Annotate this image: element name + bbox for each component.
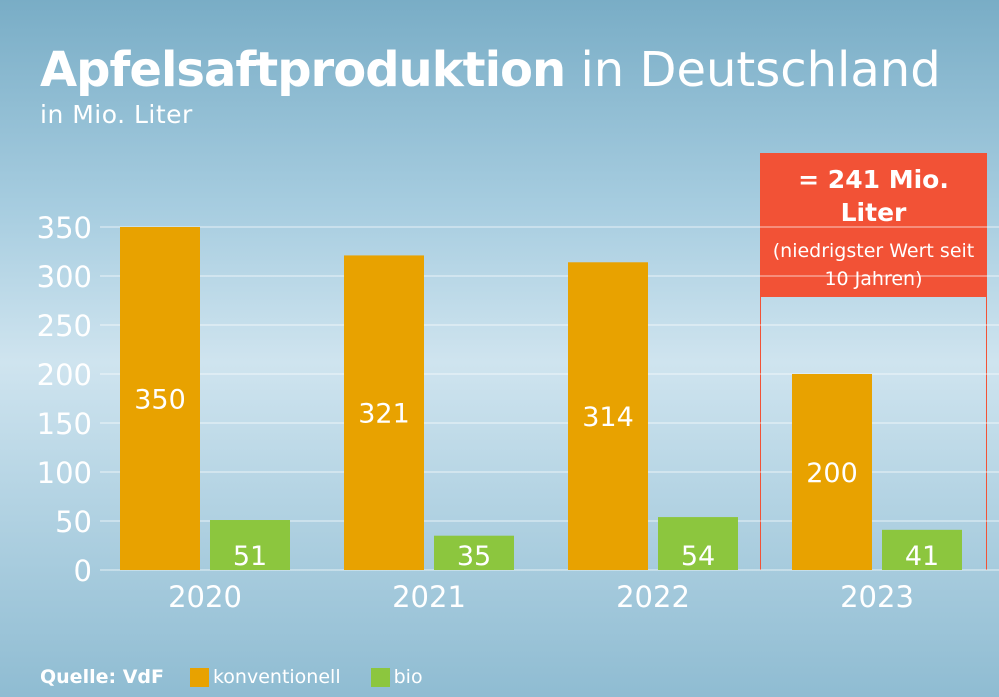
- legend-swatch-konventionell: [189, 667, 209, 687]
- source-label: Quelle: VdF: [40, 666, 164, 688]
- highlight-frame: [760, 297, 987, 570]
- bar-bio-2022: [658, 517, 738, 570]
- y-tick-label-350: 350: [37, 211, 92, 245]
- data-label-konventionell-2023: 200: [806, 458, 858, 489]
- chart-title: Apfelsaftproduktion in Deutschland: [40, 40, 941, 100]
- data-label-bio-2023: 41: [905, 541, 939, 572]
- bar-konventionell-2023: [792, 374, 872, 570]
- chart-subtitle: in Mio. Liter: [40, 100, 193, 129]
- y-tick-label-50: 50: [55, 505, 92, 539]
- y-tick-label-0: 0: [74, 554, 92, 588]
- data-label-bio-2022: 54: [681, 541, 715, 572]
- callout-box: = 241 Mio. Liter (niedrigster Wert seit …: [760, 153, 987, 297]
- bar-bio-2020: [210, 520, 290, 570]
- data-label-konventionell-2020: 350: [134, 385, 186, 416]
- data-label-konventionell-2021: 321: [358, 399, 410, 430]
- legend: Quelle: VdF konventionell bio: [40, 664, 453, 690]
- legend-item-bio: bio: [370, 666, 423, 688]
- chart-title-bold: Apfelsaftproduktion: [40, 42, 566, 98]
- callout-note: (niedrigster Wert seit 10 Jahren): [772, 240, 975, 290]
- bar-konventionell-2020: [120, 227, 200, 570]
- y-tick-label-100: 100: [37, 456, 92, 490]
- bar-konventionell-2022: [568, 262, 648, 570]
- y-tick-label-150: 150: [37, 407, 92, 441]
- legend-label-konventionell: konventionell: [212, 666, 341, 688]
- legend-item-konventionell: konventionell: [189, 666, 341, 688]
- y-tick-label-300: 300: [37, 260, 92, 294]
- data-label-bio-2020: 51: [233, 541, 267, 572]
- callout-headline: = 241 Mio. Liter: [798, 165, 949, 227]
- bar-bio-2023: [882, 529, 962, 570]
- legend-label-bio: bio: [393, 666, 423, 688]
- y-tick-label-250: 250: [37, 309, 92, 343]
- legend-swatch-bio: [370, 667, 390, 687]
- bar-konventionell-2021: [344, 255, 424, 571]
- x-tick-label-2023: 2023: [840, 580, 914, 614]
- data-label-bio-2021: 35: [457, 541, 491, 572]
- x-tick-label-2021: 2021: [392, 580, 466, 614]
- data-label-konventionell-2022: 314: [582, 402, 634, 433]
- x-tick-label-2020: 2020: [168, 580, 242, 614]
- chart-title-regular: in Deutschland: [580, 42, 941, 98]
- bar-bio-2021: [434, 535, 514, 570]
- x-tick-label-2022: 2022: [616, 580, 690, 614]
- y-tick-label-200: 200: [37, 358, 92, 392]
